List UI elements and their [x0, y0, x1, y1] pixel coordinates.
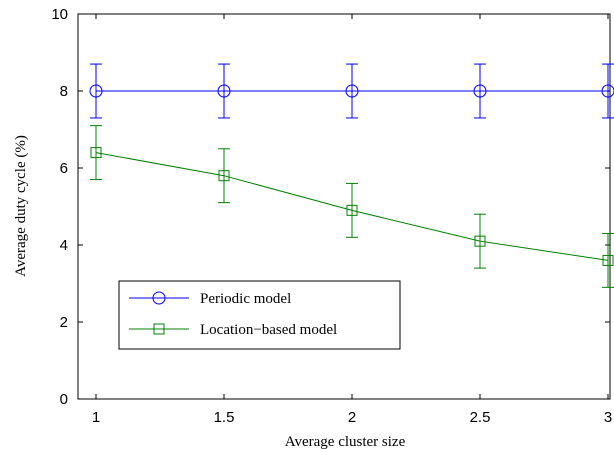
series-2 [90, 125, 614, 288]
y-tick-label: 6 [60, 160, 68, 177]
x-tick-label: 1.5 [214, 409, 235, 426]
legend-marker [153, 323, 165, 335]
series-1 [89, 63, 614, 119]
x-tick-label: 2.5 [470, 409, 491, 426]
x-tick-labels: 1 1.5 2 2.5 3 [92, 409, 612, 426]
legend-item-1: Periodic model [129, 291, 291, 307]
data-point [89, 84, 103, 98]
data-point [218, 170, 230, 182]
y-tick-label: 8 [60, 83, 68, 100]
legend-marker [152, 291, 166, 305]
y-tick-label: 4 [60, 237, 68, 254]
legend-label: Location−based model [200, 322, 337, 338]
x-tick-label: 1 [92, 409, 100, 426]
x-axis-label: Average cluster size [285, 434, 406, 450]
y-tick-labels: 0 2 4 6 8 10 [51, 6, 68, 408]
legend-box [118, 280, 401, 350]
data-point [346, 204, 358, 216]
data-point [345, 84, 359, 98]
data-point [602, 254, 614, 266]
y-tick-label: 0 [60, 391, 68, 408]
y-axis-label: Average duty cycle (%) [13, 135, 29, 277]
legend-label: Periodic model [200, 291, 291, 307]
data-point [473, 84, 487, 98]
legend: Periodic model Location−based model [118, 280, 401, 350]
y-tick-label: 2 [60, 314, 68, 331]
x-tick-label: 2 [348, 409, 356, 426]
data-point [601, 84, 614, 98]
legend-item-2: Location−based model [129, 322, 337, 338]
data-point [474, 235, 486, 247]
x-tick-label: 3 [604, 409, 612, 426]
data-point [90, 147, 102, 159]
data-point [217, 84, 231, 98]
legend-items: Periodic model Location−based model [129, 291, 337, 338]
y-tick-label: 10 [51, 6, 68, 23]
axis-ticks [78, 13, 610, 400]
series-layer [89, 63, 614, 288]
